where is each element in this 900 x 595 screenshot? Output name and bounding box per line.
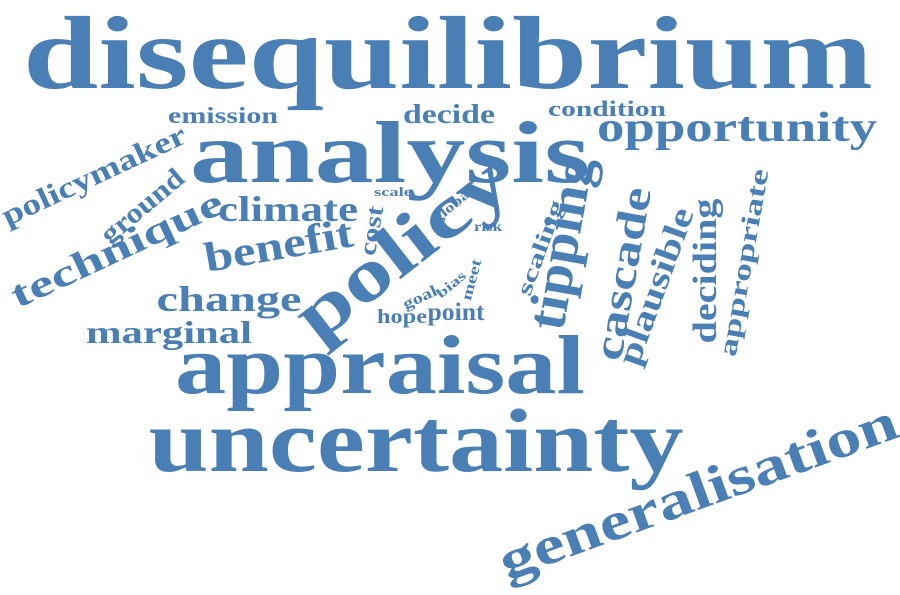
word-change: change	[157, 279, 302, 319]
word-opportunity: opportunity	[597, 105, 877, 151]
word-analysis: analysis	[190, 105, 590, 202]
word-risk: risk	[474, 220, 502, 235]
word-appraisal: appraisal	[175, 319, 585, 412]
word-uncertainty: uncertainty	[149, 392, 684, 491]
word-point: point	[428, 299, 486, 326]
word-hope: hope	[377, 306, 427, 328]
word-decide: decide	[403, 99, 495, 129]
word-marginal: marginal	[86, 314, 252, 350]
word-meet: meet	[459, 258, 485, 303]
word-condition: condition	[548, 96, 666, 121]
word-emission: emission	[168, 103, 278, 128]
word-deciding: deciding	[687, 199, 724, 344]
word-scale: scale	[374, 184, 412, 199]
word-climate: climate	[218, 189, 358, 229]
word-disequilibrium: disequilibrium	[23, 0, 873, 111]
